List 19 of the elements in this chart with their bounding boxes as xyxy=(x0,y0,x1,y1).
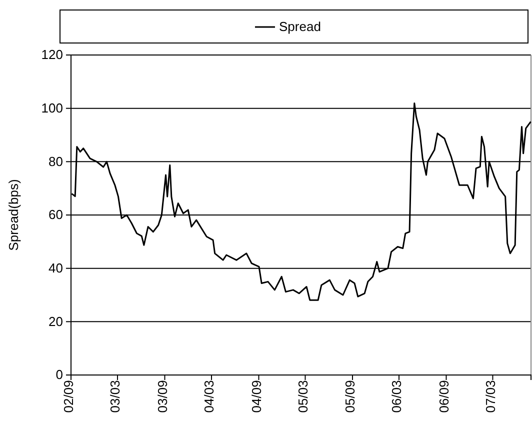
x-tick-label: 04/03 xyxy=(202,380,217,413)
x-tick-label: 03/03 xyxy=(108,380,123,413)
y-tick-label: 40 xyxy=(48,260,63,276)
x-tick-label: 05/09 xyxy=(342,380,358,413)
y-tick-label: 120 xyxy=(41,47,63,62)
x-tick-label: 07/03 xyxy=(482,380,498,413)
x-tick-label: 04/09 xyxy=(248,380,264,413)
y-tick-label: 80 xyxy=(48,154,63,169)
x-tick-label: 06/09 xyxy=(436,380,452,413)
legend-label: Spread xyxy=(279,19,321,34)
y-tick-label: 100 xyxy=(41,100,63,116)
x-tick-label: 05/03 xyxy=(295,380,310,413)
x-tick-label: 02/09 xyxy=(61,380,76,413)
x-tick-label: 03/09 xyxy=(154,380,170,413)
y-tick-label: 0 xyxy=(56,367,63,382)
y-tick-label: 20 xyxy=(48,314,63,329)
x-tick-label: 06/03 xyxy=(389,380,404,413)
y-tick-label: 60 xyxy=(48,207,63,222)
y-axis-title: Spread(bps) xyxy=(6,179,21,251)
